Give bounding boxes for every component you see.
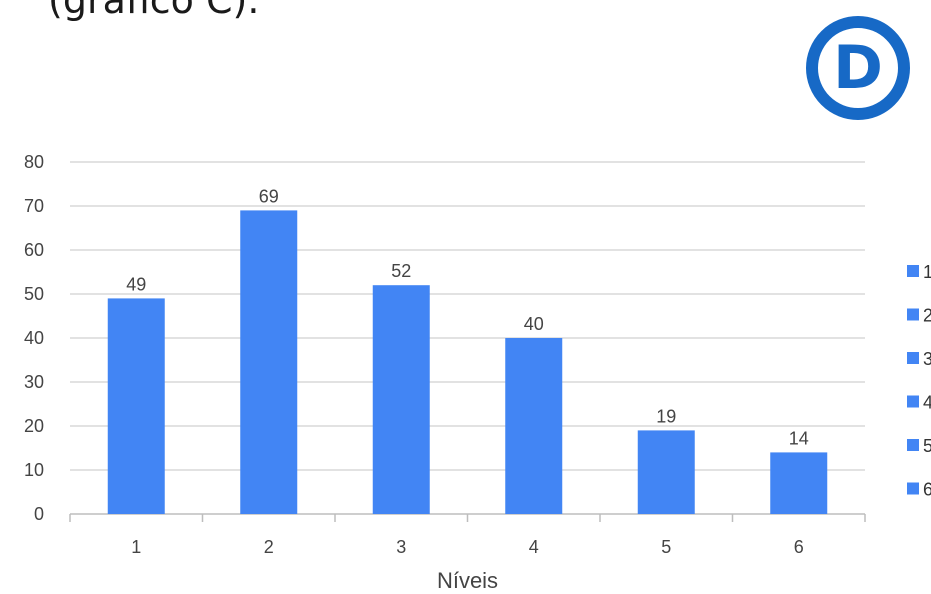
- y-tick-label: 70: [24, 196, 44, 216]
- y-tick-label: 80: [24, 152, 44, 172]
- legend-swatch: [907, 439, 919, 451]
- bar: [107, 298, 165, 514]
- bar: [505, 338, 563, 514]
- y-tick-label: 30: [24, 372, 44, 392]
- data-label: 19: [656, 406, 676, 426]
- legend-swatch: [907, 265, 919, 277]
- legend-swatch: [907, 395, 919, 408]
- bar: [240, 210, 298, 514]
- y-tick-label: 20: [24, 416, 44, 436]
- y-tick-label: 10: [24, 460, 44, 480]
- x-tick-label: 1: [131, 537, 141, 557]
- x-axis-title: Níveis: [437, 568, 498, 593]
- bar: [637, 430, 695, 514]
- legend-swatch: [907, 482, 919, 495]
- y-tick-label: 50: [24, 284, 44, 304]
- legend-label: 3: [923, 349, 931, 369]
- caption-text: (gráfico C).: [48, 0, 260, 22]
- data-label: 52: [391, 261, 411, 281]
- y-tick-label: 40: [24, 328, 44, 348]
- x-tick-label: 6: [794, 537, 804, 557]
- bar: [770, 452, 828, 514]
- y-tick-label: 0: [34, 504, 44, 524]
- legend-swatch: [907, 352, 919, 364]
- legend-label: 1: [923, 262, 931, 282]
- legend-swatch: [907, 308, 919, 321]
- legend-label: 6: [923, 480, 931, 500]
- legend-label: 2: [923, 306, 931, 326]
- data-label: 14: [789, 428, 809, 448]
- x-tick-label: 2: [264, 537, 274, 557]
- data-label: 40: [524, 314, 544, 334]
- x-tick-label: 3: [396, 537, 406, 557]
- y-tick-label: 60: [24, 240, 44, 260]
- x-tick-label: 4: [529, 537, 539, 557]
- x-tick-label: 5: [661, 537, 671, 557]
- legend-label: 5: [923, 436, 931, 456]
- data-label: 69: [259, 186, 279, 206]
- bar: [372, 285, 430, 514]
- legend-label: 4: [923, 393, 931, 413]
- data-label: 49: [126, 274, 146, 294]
